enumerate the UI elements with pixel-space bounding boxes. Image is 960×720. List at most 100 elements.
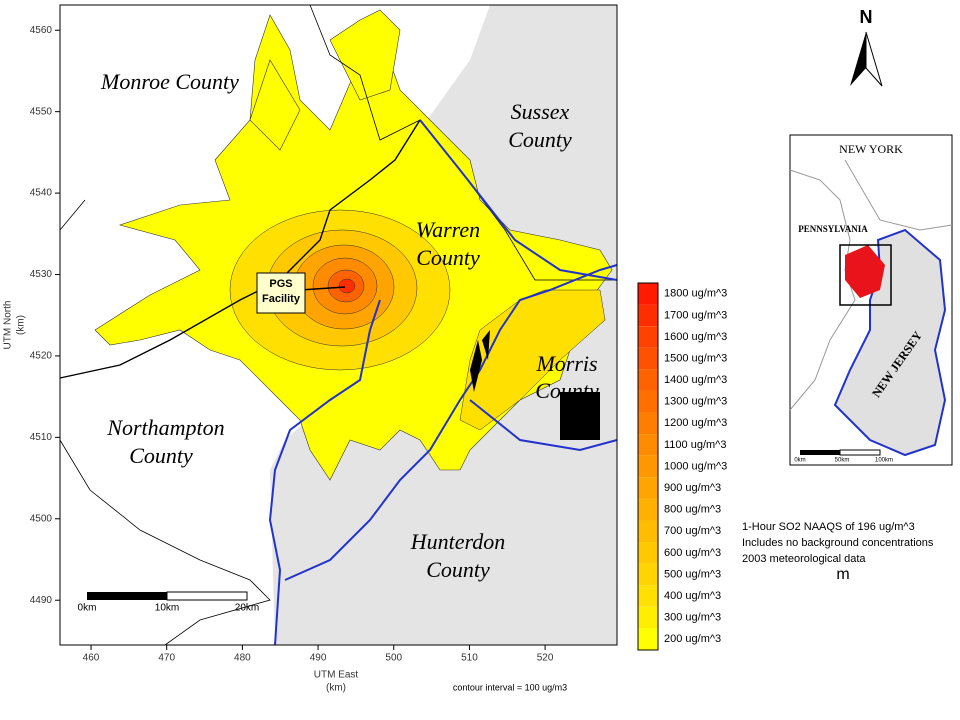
- county-label: Morris: [535, 351, 597, 376]
- inset-scale-bar: [800, 450, 840, 455]
- nj-county-line: [284, 264, 618, 581]
- legend-swatch: [638, 520, 658, 543]
- inset-scale-bar: [839, 449, 881, 456]
- legend-label: 300 ug/m^3: [664, 612, 721, 624]
- black-box: [560, 392, 600, 440]
- contour-note: contour interval = 100 ug/m3: [453, 682, 567, 692]
- scale-label: 0km: [78, 603, 97, 614]
- y-tick-label: 4490: [30, 595, 53, 606]
- black-feature: [482, 330, 490, 360]
- inset-study-area: [839, 244, 892, 306]
- facility-label: PGS: [269, 278, 292, 290]
- y-tick-label: 4560: [30, 25, 53, 36]
- facility-box: [256, 272, 306, 314]
- x-tick-label: 470: [158, 653, 175, 664]
- county-label: County: [508, 127, 572, 152]
- x-axis-unit: (km): [326, 683, 346, 694]
- legend-label: 1600 ug/m^3: [664, 331, 727, 343]
- legend-swatch: [638, 304, 658, 327]
- legend-label: 1000 ug/m^3: [664, 460, 727, 472]
- x-tick-label: 500: [385, 653, 402, 664]
- county-label: Warren: [416, 217, 480, 242]
- legend: 1800 ug/m^3 1700 ug/m^3 1600 ug/m^3 1500 ug…: [637, 282, 727, 651]
- north-arrow: N: [850, 7, 883, 87]
- x-tick-label: 490: [310, 653, 327, 664]
- legend-swatch: [638, 542, 658, 564]
- north-label: N: [860, 7, 873, 27]
- facility-label: Facility: [262, 293, 301, 305]
- y-tick-label: 4500: [30, 513, 53, 524]
- scale-label: 20km: [235, 603, 259, 614]
- plume-lobe: [329, 9, 401, 101]
- north-arrow-left: [850, 32, 866, 86]
- county-label: County: [535, 378, 599, 403]
- inset-plume: [845, 245, 885, 298]
- inset-county-line: [844, 159, 953, 231]
- notes: 1-Hour SO2 NAAQS of 196 ug/m^3 Includes …: [742, 521, 934, 583]
- nj-county-line: [268, 299, 381, 646]
- inset-label: NEW YORK: [839, 142, 903, 156]
- legend-swatch: [638, 283, 658, 305]
- map: PGS Facility Monroe County Sussex County…: [59, 4, 618, 646]
- legend-label: 200 ug/m^3: [664, 633, 721, 645]
- legend-swatch: [638, 585, 658, 607]
- y-tick-label: 4550: [30, 106, 53, 117]
- nj-county-line: [469, 399, 618, 452]
- legend-swatch: [638, 434, 658, 456]
- legend-label: 800 ug/m^3: [664, 504, 721, 516]
- y-tick-label: 4540: [30, 188, 53, 199]
- y-axis-title: UTM North: [3, 301, 14, 350]
- legend-swatch: [638, 628, 658, 650]
- inset-scale-label: 100km: [875, 458, 893, 464]
- legend-label: 900 ug/m^3: [664, 482, 721, 494]
- legend-label: 1700 ug/m^3: [664, 309, 727, 321]
- county-label: Monroe County: [100, 69, 239, 94]
- stray-text: m: [836, 566, 849, 583]
- legend-label: 1100 ug/m^3: [664, 439, 726, 451]
- county-label: County: [416, 245, 480, 270]
- plume-lobe: [249, 59, 301, 151]
- inset-nj: [833, 228, 947, 457]
- x-tick-label: 480: [234, 653, 251, 664]
- legend-label: 500 ug/m^3: [664, 568, 721, 580]
- legend-label: 1500 ug/m^3: [664, 352, 727, 364]
- state-line: [59, 119, 421, 379]
- county-line: [59, 199, 86, 231]
- x-tick-label: 510: [461, 653, 478, 664]
- legend-swatch: [638, 390, 658, 413]
- county-label: Sussex: [511, 99, 570, 124]
- legend-swatch: [638, 347, 658, 370]
- inset-scale-label: 0km: [794, 458, 805, 464]
- legend-swatch: [638, 606, 658, 629]
- legend-label: 1200 ug/m^3: [664, 417, 727, 429]
- legend-label: 1800 ug/m^3: [664, 288, 727, 300]
- scale-label: 10km: [155, 603, 179, 614]
- black-feature: [470, 340, 482, 392]
- legend-swatch: [638, 477, 658, 499]
- county-label: Northampton: [106, 415, 224, 440]
- north-arrow-right: [865, 31, 883, 87]
- y-axis-unit: (km): [16, 315, 27, 335]
- inset-map: NEW YORK PENNSYLVANIA NEW JERSEY 0km 50k…: [789, 134, 953, 466]
- legend-swatch: [638, 498, 658, 521]
- map-frame: [59, 4, 618, 646]
- inset-scale-label: 50km: [835, 458, 850, 464]
- axes: UTM East (km) UTM North (km) contour int…: [3, 25, 568, 694]
- note: 1-Hour SO2 NAAQS of 196 ug/m^3: [742, 521, 915, 533]
- plume-ridge: [459, 289, 606, 431]
- legend-frame: [637, 282, 659, 651]
- x-tick-label: 460: [83, 653, 100, 664]
- legend-label: 700 ug/m^3: [664, 525, 721, 537]
- note: Includes no background concentrations: [742, 537, 934, 549]
- nj-county-line: [419, 119, 618, 281]
- scale-bar: [166, 591, 248, 601]
- county-line: [59, 439, 271, 646]
- legend-swatch: [638, 455, 658, 478]
- legend-swatch: [638, 412, 658, 435]
- legend-swatch: [638, 563, 658, 586]
- county-label: Hunterdon: [410, 529, 506, 554]
- legend-label: 600 ug/m^3: [664, 547, 721, 559]
- legend-label: 1400 ug/m^3: [664, 374, 727, 386]
- y-tick-label: 4530: [30, 269, 53, 280]
